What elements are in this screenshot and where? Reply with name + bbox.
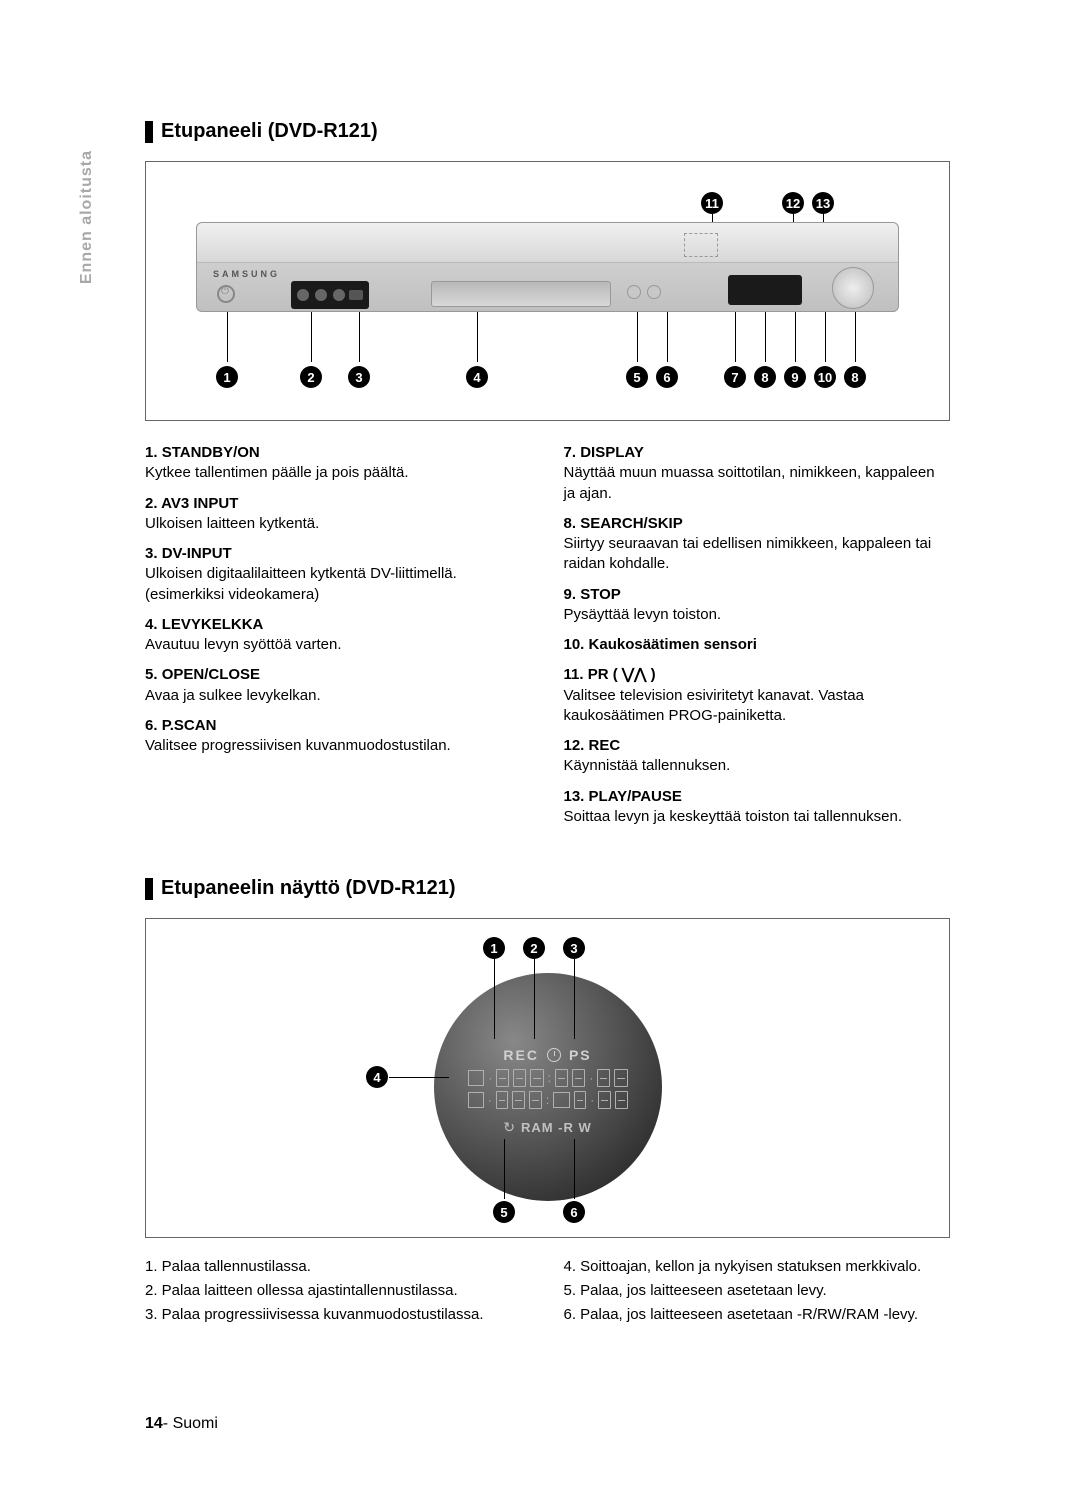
item-7: 7. DISPLAYNäyttää muun muassa soittotila… bbox=[564, 443, 951, 504]
power-button-icon bbox=[217, 285, 235, 303]
bl-2: 2. Palaa laitteen ollessa ajastintallenn… bbox=[145, 1280, 532, 1302]
callout-3: 3 bbox=[348, 366, 370, 388]
page-number: 14- Suomi bbox=[145, 1415, 218, 1433]
jog-knob bbox=[832, 267, 874, 309]
item-12: 12. RECKäynnistää tallennuksen. bbox=[564, 736, 951, 777]
callout-7: 7 bbox=[724, 366, 746, 388]
side-label: Ennen aloitusta bbox=[78, 150, 96, 284]
disp-callout-3: 3 bbox=[563, 937, 585, 959]
page-number-value: 14 bbox=[145, 1415, 163, 1432]
disp-callout-5: 5 bbox=[493, 1201, 515, 1223]
callout-8: 8 bbox=[754, 366, 776, 388]
bl-1: 1. Palaa tallennustilassa. bbox=[145, 1256, 532, 1278]
left-column: 1. STANDBY/ONKytkee tallentimen päälle j… bbox=[145, 443, 532, 837]
item-11: 11. PR ( ⋁⋀ )Valitsee television esiviri… bbox=[564, 665, 951, 726]
item-10: 10. Kaukosäätimen sensori bbox=[564, 635, 951, 655]
callout-6: 6 bbox=[656, 366, 678, 388]
callout-12: 12 bbox=[782, 192, 804, 214]
rec-icon: REC bbox=[503, 1047, 539, 1063]
section1-title: Etupaneeli (DVD-R121) bbox=[145, 120, 950, 143]
callout-9: 9 bbox=[784, 366, 806, 388]
callout-8b: 8 bbox=[844, 366, 866, 388]
callout-5: 5 bbox=[626, 366, 648, 388]
dvd-device: SAMSUNG bbox=[196, 222, 899, 312]
item-8: 8. SEARCH/SKIPSiirtyy seuraavan tai edel… bbox=[564, 514, 951, 575]
callout-10: 10 bbox=[814, 366, 836, 388]
section1-title-text: Etupaneeli (DVD-R121) bbox=[161, 120, 378, 143]
display-panel: REC PS · : · · : · ↻ RA bbox=[464, 1044, 632, 1130]
item-13: 13. PLAY/PAUSESoittaa levyn ja keskeyttä… bbox=[564, 787, 951, 828]
br-1: 4. Soittoajan, kellon ja nykyisen statuk… bbox=[564, 1256, 951, 1278]
callout-4: 4 bbox=[466, 366, 488, 388]
bottom-right-col: 4. Soittoajan, kellon ja nykyisen statuk… bbox=[564, 1256, 951, 1327]
callout-11: 11 bbox=[701, 192, 723, 214]
open-close-btn bbox=[627, 285, 641, 299]
item-1: 1. STANDBY/ONKytkee tallentimen päälle j… bbox=[145, 443, 532, 484]
item-3: 3. DV-INPUTUlkoisen digitaalilaitteen ky… bbox=[145, 544, 532, 605]
section2-title: Etupaneelin näyttö (DVD-R121) bbox=[145, 877, 950, 900]
disp-callout-1: 1 bbox=[483, 937, 505, 959]
bottom-left-col: 1. Palaa tallennustilassa. 2. Palaa lait… bbox=[145, 1256, 532, 1327]
seg-row-1: · : · bbox=[468, 1068, 628, 1088]
description-columns: 1. STANDBY/ONKytkee tallentimen päälle j… bbox=[145, 443, 950, 837]
front-display-diagram: REC PS · : · · : · ↻ RA bbox=[145, 918, 950, 1238]
seg-row-2: · : · bbox=[468, 1090, 628, 1110]
page-lang: - Suomi bbox=[163, 1415, 218, 1432]
ram-label: RAM -R W bbox=[521, 1120, 592, 1135]
pscan-btn bbox=[647, 285, 661, 299]
disp-callout-6: 6 bbox=[563, 1201, 585, 1223]
right-column: 7. DISPLAYNäyttää muun muassa soittotila… bbox=[564, 443, 951, 837]
br-2: 5. Palaa, jos laitteeseen asetetaan levy… bbox=[564, 1280, 951, 1302]
callout-13: 13 bbox=[812, 192, 834, 214]
ps-icon: PS bbox=[569, 1047, 592, 1063]
bl-3: 3. Palaa progressiivisessa kuvanmuodostu… bbox=[145, 1304, 532, 1326]
callout-2: 2 bbox=[300, 366, 322, 388]
disp-callout-2: 2 bbox=[523, 937, 545, 959]
control-cluster bbox=[684, 233, 718, 257]
item-9: 9. STOPPysäyttää levyn toiston. bbox=[564, 585, 951, 626]
display-circle: REC PS · : · · : · ↻ RA bbox=[434, 973, 662, 1201]
section2-title-text: Etupaneelin näyttö (DVD-R121) bbox=[161, 877, 455, 900]
item-6: 6. P.SCANValitsee progressiivisen kuvanm… bbox=[145, 716, 532, 757]
clock-icon bbox=[547, 1048, 561, 1062]
av-panel bbox=[291, 281, 369, 309]
item-5: 5. OPEN/CLOSEAvaa ja sulkee levykelkan. bbox=[145, 665, 532, 706]
bottom-description: 1. Palaa tallennustilassa. 2. Palaa lait… bbox=[145, 1256, 950, 1327]
logo-text: SAMSUNG bbox=[213, 269, 280, 279]
arrow-icon: ↻ bbox=[503, 1119, 515, 1136]
callout-1: 1 bbox=[216, 366, 238, 388]
disp-callout-4: 4 bbox=[366, 1066, 388, 1088]
display-window bbox=[728, 275, 802, 305]
front-panel-diagram: 11 12 13 SAMSUNG 1 2 3 4 5 6 7 8 9 10 bbox=[145, 161, 950, 421]
br-3: 6. Palaa, jos laitteeseen asetetaan -R/R… bbox=[564, 1304, 951, 1326]
item-2: 2. AV3 INPUTUlkoisen laitteen kytkentä. bbox=[145, 494, 532, 535]
disc-tray bbox=[431, 281, 611, 307]
item-4: 4. LEVYKELKKAAvautuu levyn syöttöä varte… bbox=[145, 615, 532, 656]
